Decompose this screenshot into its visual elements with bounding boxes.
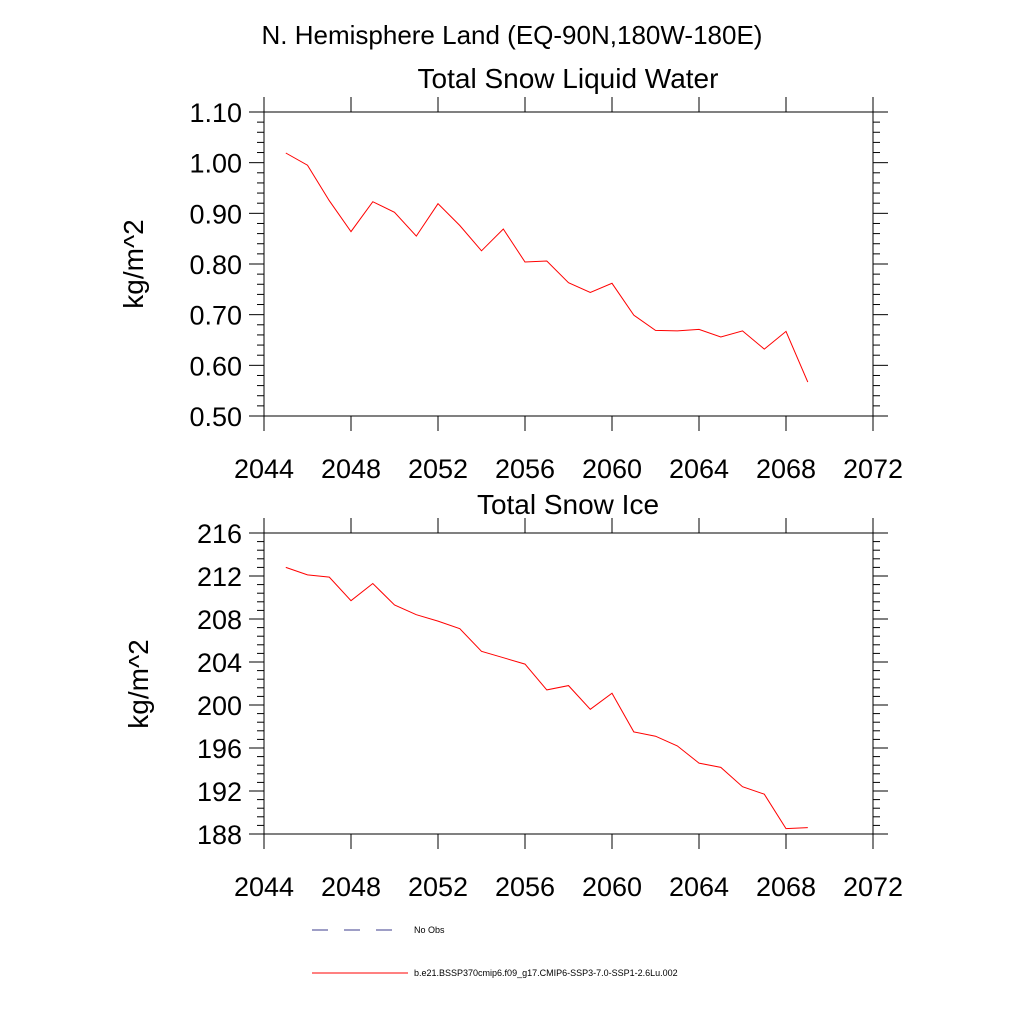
y-tick-label: 208 bbox=[197, 605, 242, 635]
y-axis-label: kg/m^2 bbox=[123, 639, 154, 728]
x-tick-label: 2056 bbox=[495, 872, 555, 902]
y-tick-label: 0.50 bbox=[189, 402, 242, 432]
plot-frame bbox=[263, 532, 874, 835]
plot-frame bbox=[263, 111, 874, 417]
y-tick-label: 1.10 bbox=[189, 98, 242, 128]
y-tick-label: 212 bbox=[197, 562, 242, 592]
y-tick-label: 0.80 bbox=[189, 250, 242, 280]
axes: 2044 2048 2052 2056 2060 2064 2068 2072 188 192 19… bbox=[197, 518, 903, 902]
x-tick-label: 2056 bbox=[495, 454, 555, 484]
x-tick-label: 2044 bbox=[234, 872, 294, 902]
x-tick-label: 2068 bbox=[756, 872, 816, 902]
snow-liquid-water-panel: Total Snow Liquid Water kg/m^2 2044 2048 2… bbox=[118, 63, 903, 484]
y-axis-label: kg/m^2 bbox=[118, 219, 149, 308]
x-tick-label: 2052 bbox=[408, 872, 468, 902]
legend-label-no-obs: No Obs bbox=[414, 925, 445, 935]
x-tick-label: 2060 bbox=[582, 872, 642, 902]
y-tick-label: 188 bbox=[197, 820, 242, 850]
y-tick-label: 0.60 bbox=[189, 351, 242, 381]
legend-label-model: b.e21.BSSP370cmip6.f09_g17.CMIP6-SSP3-7.… bbox=[414, 968, 678, 978]
panel-title: Total Snow Ice bbox=[477, 489, 659, 520]
x-tick-label: 2048 bbox=[321, 872, 381, 902]
x-tick-label: 2060 bbox=[582, 454, 642, 484]
y-tick-label: 0.70 bbox=[189, 301, 242, 331]
figure-title: N. Hemisphere Land (EQ-90N,180W-180E) bbox=[262, 20, 763, 50]
panel-title: Total Snow Liquid Water bbox=[418, 63, 719, 94]
x-tick-label: 2072 bbox=[843, 454, 903, 484]
legend: No Obs b.e21.BSSP370cmip6.f09_g17.CMIP6-… bbox=[312, 925, 678, 978]
series-line bbox=[285, 152, 809, 383]
snow-ice-panel: Total Snow Ice kg/m^2 2044 2048 2052 2056 20… bbox=[123, 489, 903, 902]
x-tick-label: 2064 bbox=[669, 454, 729, 484]
x-tick-label: 2072 bbox=[843, 872, 903, 902]
plot-lines bbox=[285, 152, 809, 383]
y-tick-label: 204 bbox=[197, 648, 242, 678]
x-tick-label: 2052 bbox=[408, 454, 468, 484]
x-tick-label: 2068 bbox=[756, 454, 816, 484]
axes: 2044 2048 2052 2056 2060 2064 2068 2072 0.50 0.60… bbox=[189, 97, 903, 484]
plot-lines bbox=[285, 566, 808, 830]
y-tick-label: 192 bbox=[197, 777, 242, 807]
y-tick-label: 196 bbox=[197, 734, 242, 764]
x-tick-label: 2048 bbox=[321, 454, 381, 484]
y-tick-label: 1.00 bbox=[189, 149, 242, 179]
series-line bbox=[285, 566, 808, 830]
y-tick-label: 0.90 bbox=[189, 199, 242, 229]
x-tick-label: 2064 bbox=[669, 872, 729, 902]
x-tick-label: 2044 bbox=[234, 454, 294, 484]
y-tick-label: 216 bbox=[197, 519, 242, 549]
y-tick-label: 200 bbox=[197, 691, 242, 721]
